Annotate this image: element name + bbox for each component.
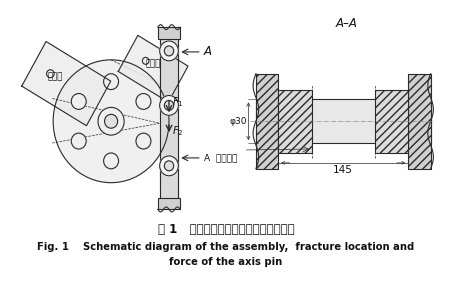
Bar: [255, 100, 430, 143]
Text: $F_2$: $F_2$: [171, 124, 183, 138]
Text: force of the axis pin: force of the axis pin: [169, 257, 282, 267]
Bar: [374, 90, 407, 153]
Bar: [407, 74, 430, 169]
Circle shape: [159, 156, 178, 176]
Circle shape: [164, 161, 173, 171]
Bar: [157, 27, 180, 39]
Bar: [374, 90, 407, 153]
Text: φ30: φ30: [229, 117, 246, 126]
Bar: [278, 90, 311, 153]
Text: A: A: [203, 45, 211, 58]
Polygon shape: [22, 41, 110, 126]
Text: A  断裂位置: A 断裂位置: [203, 153, 236, 162]
Circle shape: [103, 153, 118, 169]
Bar: [255, 74, 278, 169]
Circle shape: [159, 41, 178, 61]
Circle shape: [104, 114, 117, 128]
Text: $F_1$: $F_1$: [171, 96, 184, 109]
Circle shape: [98, 107, 124, 135]
Circle shape: [164, 100, 173, 110]
Circle shape: [71, 94, 86, 109]
Text: 145: 145: [332, 165, 352, 175]
Bar: [255, 74, 278, 169]
Circle shape: [136, 133, 151, 149]
Bar: [278, 90, 311, 153]
Circle shape: [53, 60, 169, 183]
Bar: [157, 198, 180, 209]
Circle shape: [136, 94, 151, 109]
Text: Fig. 1    Schematic diagram of the assembly,  fracture location and: Fig. 1 Schematic diagram of the assembly…: [37, 242, 414, 252]
Polygon shape: [118, 35, 188, 102]
Circle shape: [71, 133, 86, 149]
Text: 图 1   轴销装配，断裂位置与受力示意图: 图 1 轴销装配，断裂位置与受力示意图: [157, 223, 294, 236]
Circle shape: [164, 46, 173, 56]
Bar: [407, 74, 430, 169]
Circle shape: [103, 74, 118, 90]
Text: 合位置: 合位置: [47, 72, 63, 81]
Text: 分位置: 分位置: [145, 59, 161, 68]
Circle shape: [159, 95, 178, 115]
Text: A–A: A–A: [335, 17, 357, 30]
